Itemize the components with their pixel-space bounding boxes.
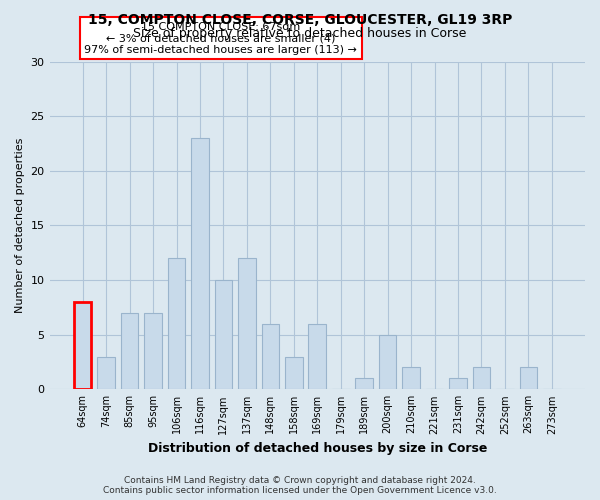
Bar [403,368,420,390]
Text: 15 COMPTON CLOSE: 67sqm
← 3% of detached houses are smaller (4)
97% of semi-deta: 15 COMPTON CLOSE: 67sqm ← 3% of detached… [85,22,358,55]
Bar [285,356,302,390]
Text: Contains HM Land Registry data © Crown copyright and database right 2024.
Contai: Contains HM Land Registry data © Crown c… [103,476,497,495]
Bar [191,138,209,390]
Bar [449,378,467,390]
Bar [74,302,91,390]
Bar [238,258,256,390]
Text: 15, COMPTON CLOSE, CORSE, GLOUCESTER, GL19 3RP: 15, COMPTON CLOSE, CORSE, GLOUCESTER, GL… [88,12,512,26]
Bar [215,280,232,390]
Bar [168,258,185,390]
Bar [473,368,490,390]
Text: Size of property relative to detached houses in Corse: Size of property relative to detached ho… [133,28,467,40]
Bar [308,324,326,390]
Bar [121,313,139,390]
Bar [520,368,537,390]
X-axis label: Distribution of detached houses by size in Corse: Distribution of detached houses by size … [148,442,487,455]
Bar [355,378,373,390]
Y-axis label: Number of detached properties: Number of detached properties [15,138,25,313]
Bar [144,313,162,390]
Bar [97,356,115,390]
Bar [379,334,397,390]
Bar [262,324,279,390]
